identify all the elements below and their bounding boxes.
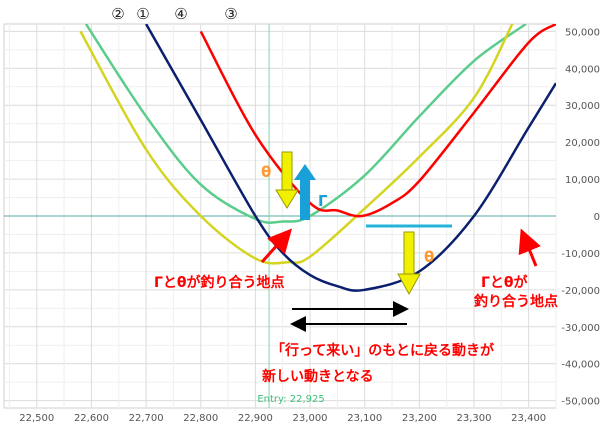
series-labels: ①② ③ ④ (111, 5, 237, 23)
y-tick-label: 50,000 (565, 27, 600, 38)
entry-label: Entry: 22,925 (257, 394, 324, 405)
theta-arrow-left (275, 151, 299, 209)
balance-point-label-right-line2: 釣り合う地点 (474, 293, 558, 310)
x-tick-label: 23,300 (457, 413, 492, 424)
series-line (145, 24, 556, 292)
series-label: ③ (224, 5, 237, 23)
x-tick-label: 23,400 (511, 413, 546, 424)
x-tick-label: 22,900 (238, 413, 273, 424)
y-tick-label: -10,000 (561, 249, 600, 260)
theta-arrow-right (397, 231, 421, 296)
y-tick-label: -40,000 (561, 360, 600, 371)
x-tick-label: 22,600 (74, 413, 109, 424)
series-label: ④ (174, 5, 187, 23)
y-axis-tick-labels: 50,000 40,000 30,000 20,000 10,000 0 -10,000 -2… (561, 27, 600, 407)
series-label: ② (111, 5, 124, 23)
series-line (199, 24, 556, 218)
pointer-arrow-right (518, 228, 541, 267)
x-tick-label: 22,500 (19, 413, 54, 424)
y-tick-label: 10,000 (565, 175, 600, 186)
y-tick-label: -20,000 (561, 286, 600, 297)
x-axis-tick-labels: 22,500 22,600 22,700 22,800 22,900 23,000 23,1… (19, 413, 546, 424)
payoff-curves (79, 24, 556, 292)
y-tick-label: 40,000 (565, 64, 600, 75)
gamma-arrow (294, 164, 316, 220)
y-tick-label: 20,000 (565, 138, 600, 149)
x-tick-label: 23,000 (293, 413, 328, 424)
caption-line1: 「行って来い」のもとに戻る動きが (271, 342, 495, 359)
x-tick-label: 23,200 (402, 413, 437, 424)
theta-label-right: θ (424, 248, 434, 266)
series-line (79, 24, 514, 265)
x-tick-label: 23,100 (347, 413, 382, 424)
x-tick-label: 22,700 (129, 413, 164, 424)
gamma-label: Γ (318, 192, 328, 210)
caption-line2: 新しい動きとなる (262, 368, 374, 385)
series-line (84, 24, 527, 224)
balance-point-label-right-line1: Γとθが (481, 274, 529, 291)
balance-point-label-left: Γとθが釣り合う地点 (154, 274, 285, 291)
pointer-arrow-left (260, 228, 293, 264)
x-tick-label: 22,800 (183, 413, 218, 424)
y-tick-label: -30,000 (561, 323, 600, 334)
y-tick-label: 30,000 (565, 101, 600, 112)
theta-label-left: θ (261, 163, 271, 181)
y-tick-label: -50,000 (561, 397, 600, 408)
y-tick-label: 0 (594, 212, 600, 223)
series-label: ① (136, 5, 149, 23)
